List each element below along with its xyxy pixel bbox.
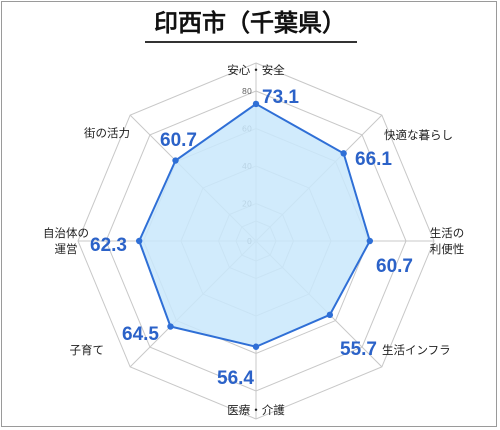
radar-data-point xyxy=(366,237,374,245)
radar-value-label: 62.3 xyxy=(90,235,127,256)
radar-tick-label: 80 xyxy=(242,87,252,96)
radar-data-point xyxy=(135,237,143,245)
radar-data-point xyxy=(172,157,179,164)
radar-data-point xyxy=(252,343,260,350)
radar-data-point xyxy=(340,150,347,157)
radar-value-label: 66.1 xyxy=(355,149,392,170)
radar-value-label: 60.7 xyxy=(160,130,197,151)
radar-value-label: 64.5 xyxy=(122,324,159,345)
radar-axis-label: 利便性 xyxy=(430,242,465,256)
radar-axis-label: 子育て xyxy=(70,343,105,357)
chart-title: 印西市（千葉県） xyxy=(154,9,346,37)
radar-data-point xyxy=(326,311,334,319)
radar-axis-label: 医療・介護 xyxy=(227,403,285,417)
radar-value-label: 56.4 xyxy=(217,368,254,389)
radar-axis-label: 運営 xyxy=(55,242,78,256)
radar-series xyxy=(135,100,374,350)
radar-axis-label: 生活インフラ xyxy=(382,343,451,357)
title-underline xyxy=(145,41,357,43)
radar-axis-label: 安心・安全 xyxy=(227,63,285,77)
radar-value-label: 73.1 xyxy=(262,87,299,108)
radar-data-point xyxy=(167,323,174,330)
radar-axis-label: 快適な暮らし xyxy=(384,128,453,142)
radar-data-point xyxy=(252,100,260,108)
radar-value-label: 60.7 xyxy=(376,256,413,277)
radar-axis-label: 自治体の xyxy=(43,226,89,240)
radar-value-label: 55.7 xyxy=(340,339,377,360)
radar-value-labels: 73.1 66.1 60.7 55.7 56.4 64.5 62.3 60.7 xyxy=(90,87,413,389)
radar-axis-label: 生活の xyxy=(430,226,465,240)
radar-axis-label: 街の活力 xyxy=(84,126,130,140)
